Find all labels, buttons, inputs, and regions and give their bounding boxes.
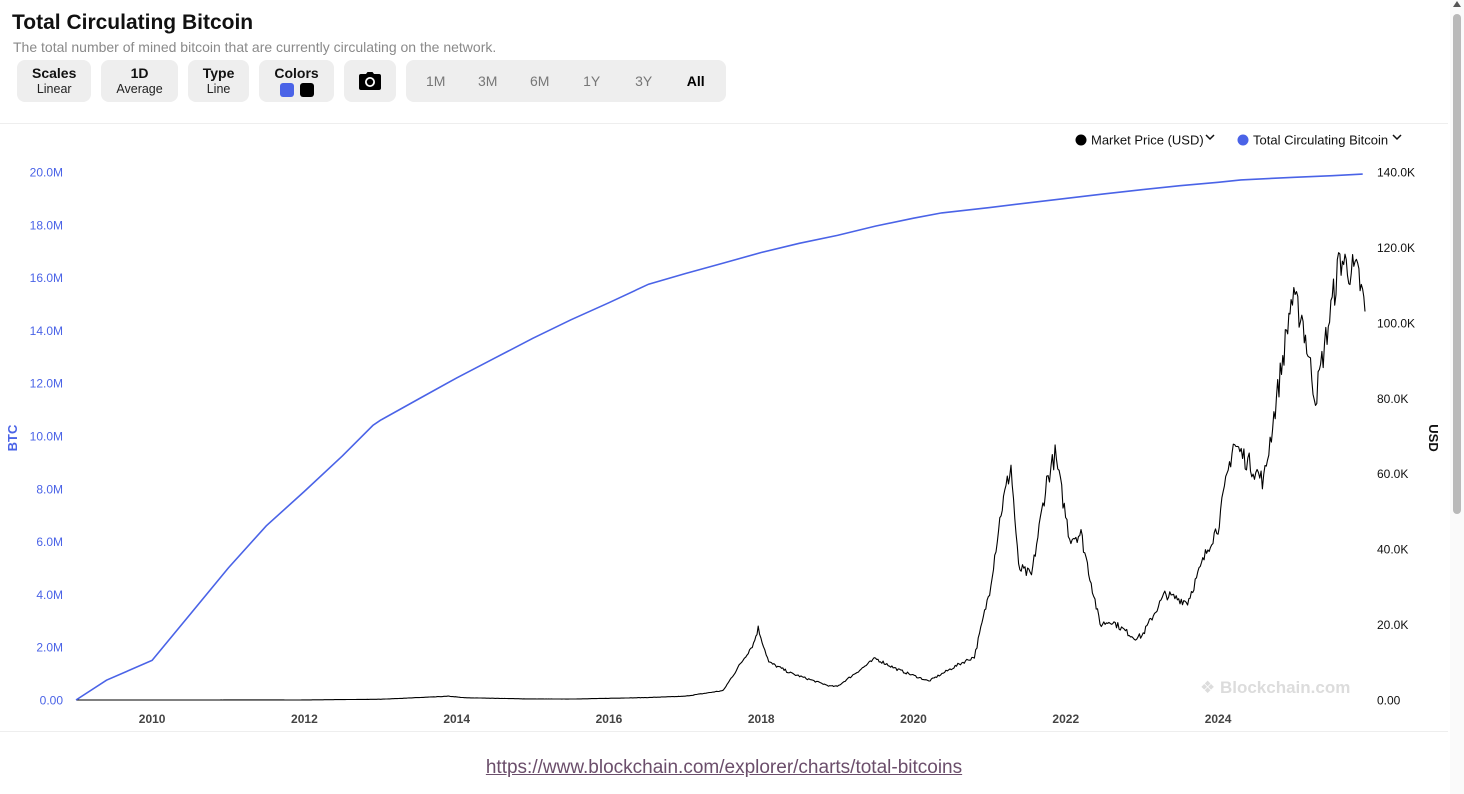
y-left-tick-label: 4.0M [36,588,63,602]
type-button[interactable]: Type Line [187,60,250,102]
scales-value: Linear [36,82,72,96]
legend-dot-market-price [1075,134,1087,146]
screenshot-button[interactable] [343,60,396,102]
range-6m[interactable]: 6M [529,73,550,89]
page-title: Total Circulating Bitcoin [12,11,254,34]
legend-item-total-circulating[interactable]: Total Circulating Bitcoin [1237,133,1402,148]
y-axis-left: 0.00 2.0M 4.0M 6.0M 8.0M 10.0M 12.0M 14.0M 16.0M… [30,166,64,708]
y-left-tick-label: 10.0M [30,430,63,444]
chevron-down-icon [1392,134,1402,141]
legend-item-market-price[interactable]: Market Price (USD) [1075,133,1215,148]
colors-button[interactable]: Colors [259,60,334,102]
x-tick-label: 2024 [1205,712,1232,726]
x-axis: 2010 2012 2014 2016 2018 2020 2022 2024 [139,712,1232,726]
y-right-tick-label: 80.0K [1377,392,1408,406]
y-right-tick-label: 120.0K [1377,241,1415,255]
y-left-tick-label: 6.0M [36,535,63,549]
y-right-tick-label: 0.00 [1377,694,1401,708]
y-left-tick-label: 14.0M [30,324,63,338]
x-tick-label: 2020 [900,712,927,726]
color-swatch-1[interactable] [279,83,294,97]
type-value: Line [206,82,231,96]
y-right-tick-label: 60.0K [1377,467,1408,481]
y-left-tick-label: 0.00 [40,694,64,708]
range-all[interactable]: All [686,73,705,89]
plot-area [75,173,1366,701]
scales-button[interactable]: Scales Linear [17,60,92,102]
y-left-tick-label: 8.0M [36,482,63,496]
range-1y[interactable]: 1Y [583,73,601,89]
x-tick-label: 2010 [139,712,166,726]
y-right-tick-label: 40.0K [1377,543,1408,557]
x-tick-label: 2016 [596,712,623,726]
y-left-tick-label: 20.0M [30,166,63,180]
chevron-down-icon [1205,134,1215,141]
scroll-up-icon[interactable] [1453,1,1461,7]
x-tick-label: 2022 [1052,712,1079,726]
camera-icon [358,72,381,90]
footer-divider [0,731,1448,732]
range-3m[interactable]: 3M [477,73,498,89]
y-axis-left-label: BTC [5,424,20,451]
legend-label-total-circulating: Total Circulating Bitcoin [1253,133,1388,148]
y-left-tick-label: 16.0M [30,271,63,285]
y-right-tick-label: 20.0K [1377,618,1408,632]
series-line-market-price [76,252,1366,701]
legend-label-market-price: Market Price (USD) [1091,133,1204,148]
y-axis-right: 0.00 20.0K 40.0K 60.0K 80.0K 100.0K 120.0K 140.… [1377,166,1415,708]
y-left-tick-label: 18.0M [30,218,63,232]
scales-label: Scales [32,65,77,81]
watermark-text: Blockchain.com [1219,678,1351,697]
color-swatches [279,83,314,97]
chart-canvas: Market Price (USD) Total Circulating Bit… [5,133,1441,727]
series-line-total-circulating [75,173,1363,701]
range-1m[interactable]: 1M [425,73,446,89]
x-tick-label: 2018 [748,712,775,726]
y-right-tick-label: 140.0K [1377,166,1415,180]
y-axis-right-label: USD [1426,424,1441,451]
y-right-tick-label: 100.0K [1377,316,1415,330]
chart-toolbar: Scales Linear 1D Average Type Line Color… [17,60,726,102]
page-subtitle: The total number of mined bitcoin that a… [13,39,497,55]
x-tick-label: 2014 [443,712,470,726]
y-left-tick-label: 2.0M [36,641,63,655]
range-3y[interactable]: 3Y [635,73,653,89]
average-label: 1D [130,65,149,81]
legend-dot-total-circulating [1237,134,1249,146]
x-tick-label: 2012 [291,712,318,726]
average-value: Average [116,82,163,96]
y-left-tick-label: 12.0M [30,377,63,391]
chart-legend: Market Price (USD) Total Circulating Bit… [1075,133,1402,148]
average-button[interactable]: 1D Average [101,60,178,102]
watermark: ❖ Blockchain.com [1200,678,1351,697]
type-label: Type [202,65,235,81]
colors-label: Colors [274,65,319,81]
color-swatch-2[interactable] [299,83,314,97]
page-scrollbar[interactable] [1450,0,1464,794]
scrollbar-thumb[interactable] [1453,14,1461,514]
source-link[interactable]: https://www.blockchain.com/explorer/char… [485,757,963,778]
header-divider [0,123,1448,124]
time-range-selector: 1M 3M 6M 1Y 3Y All [405,60,726,102]
